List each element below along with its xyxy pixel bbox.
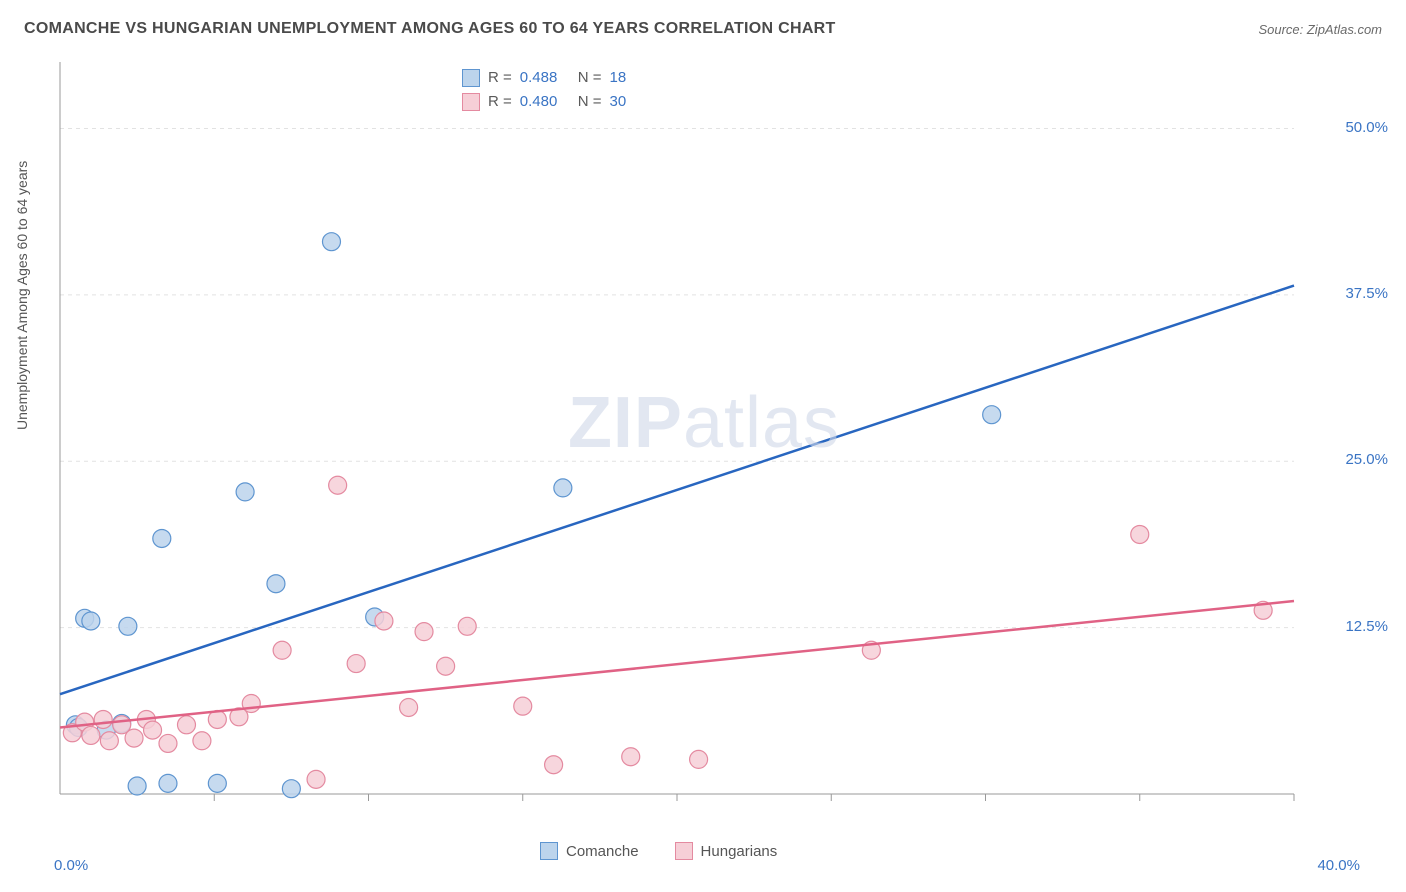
legend-item: Hungarians xyxy=(675,842,778,860)
swatch-icon xyxy=(462,93,480,111)
x-axis-min-label: 0.0% xyxy=(54,857,88,874)
chart-title: COMANCHE VS HUNGARIAN UNEMPLOYMENT AMONG… xyxy=(24,20,836,38)
swatch-icon xyxy=(675,842,693,860)
legend-label: Hungarians xyxy=(701,843,778,860)
y-tick-label: 25.0% xyxy=(1345,451,1388,468)
legend-stats-row: R = 0.480 N = 30 xyxy=(462,90,660,114)
x-axis-max-label: 40.0% xyxy=(1317,857,1360,874)
y-tick-label: 12.5% xyxy=(1345,618,1388,635)
y-tick-label: 50.0% xyxy=(1345,119,1388,136)
legend-series: Comanche Hungarians xyxy=(540,842,777,860)
legend-item: Comanche xyxy=(540,842,639,860)
chart-plot-area: ZIPatlas xyxy=(54,58,1354,818)
legend-stats-row: R = 0.488 N = 18 xyxy=(462,66,660,90)
chart-svg xyxy=(54,58,1354,818)
swatch-icon xyxy=(540,842,558,860)
y-tick-label: 37.5% xyxy=(1345,285,1388,302)
swatch-icon xyxy=(462,69,480,87)
legend-label: Comanche xyxy=(566,843,639,860)
legend-stats: R = 0.488 N = 18 R = 0.480 N = 30 xyxy=(450,60,672,120)
y-axis-label: Unemployment Among Ages 60 to 64 years xyxy=(14,161,30,430)
source-attribution: Source: ZipAtlas.com xyxy=(1258,22,1382,37)
